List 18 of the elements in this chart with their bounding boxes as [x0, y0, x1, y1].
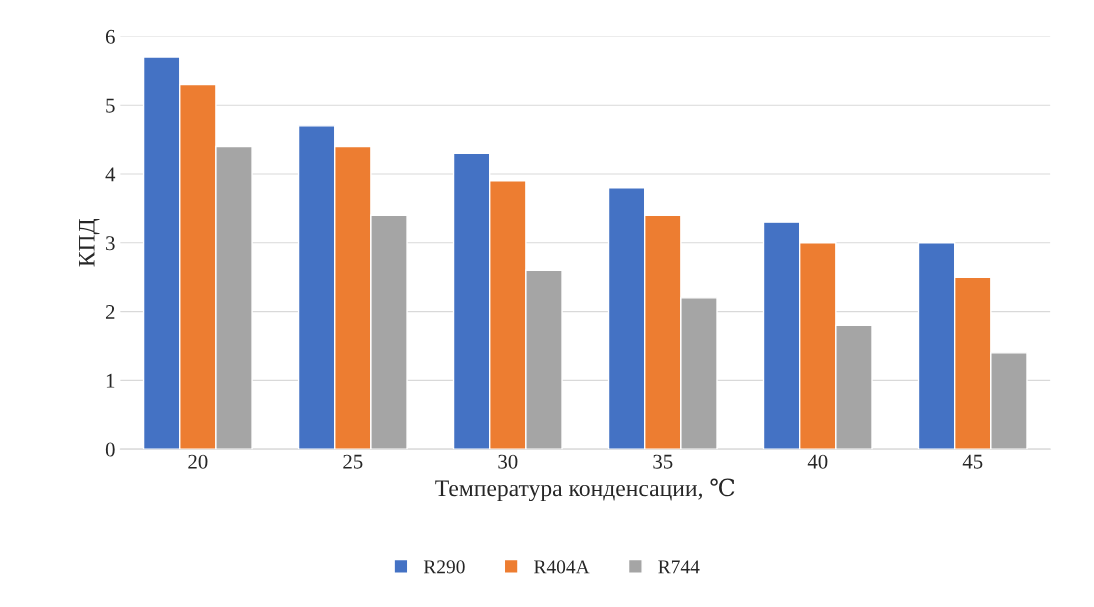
y-axis-title: КПД — [79, 218, 100, 267]
x-tick-label: 20 — [188, 454, 208, 469]
x-tick-label: 25 — [343, 454, 363, 469]
x-tick-label: 40 — [807, 454, 828, 469]
legend-label: R290 — [423, 560, 465, 574]
x-axis-title: Температура конденсации, ℃ — [435, 478, 735, 502]
y-tick-label: 6 — [105, 29, 115, 44]
legend-label: R404A — [534, 560, 590, 574]
x-tick-label: 35 — [653, 454, 673, 469]
x-tick-label: 45 — [962, 454, 983, 469]
y-tick-label: 0 — [105, 442, 115, 457]
y-tick-label: 5 — [106, 98, 115, 113]
y-tick-label: 4 — [105, 167, 116, 182]
x-tick-label: 30 — [498, 454, 518, 469]
y-tick-label: 2 — [105, 305, 115, 319]
legend-label: R744 — [658, 560, 700, 574]
y-tick-label: 3 — [106, 236, 115, 251]
y-tick-label: 1 — [106, 373, 115, 388]
